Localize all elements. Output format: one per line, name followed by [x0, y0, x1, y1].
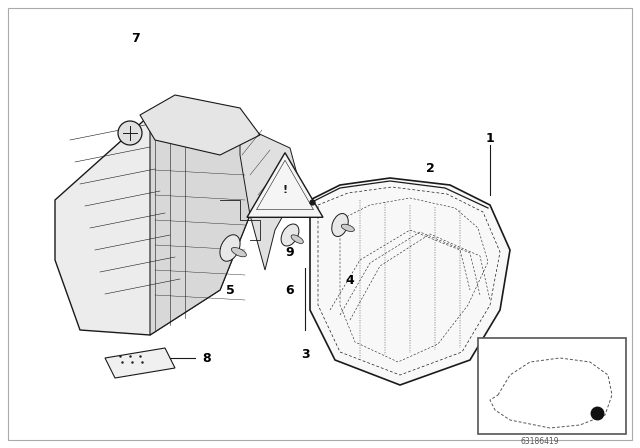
Text: 3: 3 [301, 349, 309, 362]
Text: 1: 1 [486, 132, 494, 145]
Ellipse shape [281, 224, 299, 246]
Text: 2: 2 [426, 161, 435, 175]
Text: 9: 9 [285, 246, 294, 258]
Text: 5: 5 [226, 284, 234, 297]
Text: 7: 7 [131, 31, 140, 44]
Text: !: ! [282, 185, 287, 195]
Text: 63186419: 63186419 [521, 438, 559, 447]
Ellipse shape [341, 224, 355, 232]
Polygon shape [310, 178, 510, 385]
Polygon shape [240, 125, 300, 270]
Text: 8: 8 [203, 352, 211, 365]
Polygon shape [150, 110, 260, 335]
Polygon shape [140, 95, 260, 155]
Ellipse shape [332, 214, 348, 237]
Ellipse shape [220, 235, 240, 261]
Circle shape [118, 121, 142, 145]
Bar [478, 338, 626, 434]
Polygon shape [55, 110, 260, 335]
Polygon shape [105, 348, 175, 378]
Text: 6: 6 [285, 284, 294, 297]
Polygon shape [247, 153, 323, 217]
Ellipse shape [291, 235, 303, 243]
Ellipse shape [232, 247, 246, 257]
Text: 4: 4 [346, 273, 355, 287]
